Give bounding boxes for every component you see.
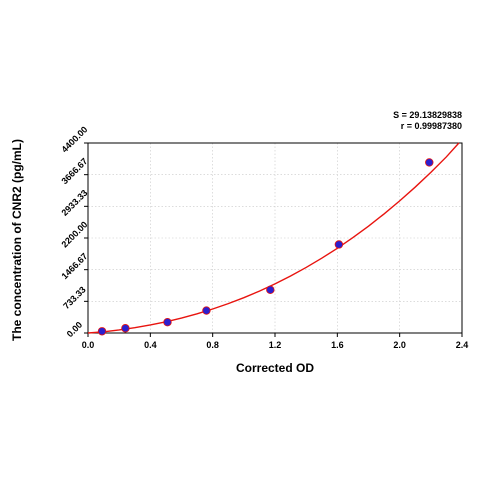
x-axis-title: Corrected OD <box>236 361 314 375</box>
data-point <box>425 158 434 167</box>
y-tick-label: 4400.00 <box>59 124 89 154</box>
fit-curve <box>87 142 460 334</box>
x-tick-label: 2.0 <box>393 340 406 350</box>
x-tick-label: 0.4 <box>144 340 157 350</box>
y-tick-label: 3666.67 <box>59 156 89 186</box>
y-tick-label: 2200.00 <box>59 219 89 249</box>
data-point <box>163 318 172 327</box>
y-tick-label: 1466.67 <box>59 251 89 281</box>
data-point <box>334 240 344 249</box>
data-point <box>97 327 107 336</box>
x-tick-label: 0.0 <box>82 340 95 350</box>
x-tick-label: 2.4 <box>456 340 469 350</box>
data-point <box>266 285 275 295</box>
data-point <box>121 324 130 333</box>
x-tick-label: 1.2 <box>269 340 282 350</box>
data-points <box>97 158 434 336</box>
y-tick-label: 0.00 <box>65 320 84 339</box>
y-axis-ticks: 0.00 733.33 1466.672200.002933.333666.6744… <box>59 124 89 339</box>
x-axis-ticks: 0.0 0.4 0.8 1.2 1.6 2.0 2.4 <box>82 333 469 350</box>
x-tick-label: 0.8 <box>206 340 219 350</box>
y-tick-label: 2933.33 <box>59 188 89 218</box>
y-axis-title: The concentration of CNR2 (pg/mL) <box>10 139 24 341</box>
data-point <box>202 306 211 315</box>
stat-s: S = 29.13829838 <box>393 110 462 120</box>
stat-r: r = 0.99987380 <box>401 121 462 131</box>
grid <box>88 143 462 333</box>
y-tick-label: 733.33 <box>61 285 88 312</box>
x-tick-label: 1.6 <box>331 340 344 350</box>
